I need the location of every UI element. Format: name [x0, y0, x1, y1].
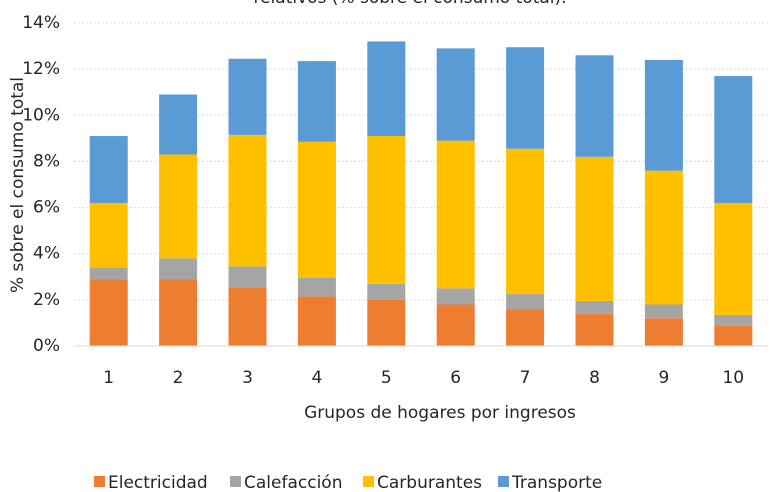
- y-axis-label: % sobre el consumo total: [8, 77, 28, 293]
- legend-label: Carburantes: [377, 473, 482, 492]
- x-tick-label: 8: [589, 368, 600, 388]
- bar-segment: [436, 48, 475, 141]
- y-tick-label: 0%: [33, 336, 60, 356]
- bar-segment: [714, 76, 753, 203]
- bar-segment: [297, 141, 336, 278]
- bar-segment: [228, 266, 267, 288]
- bar-segment: [89, 202, 128, 268]
- y-tick-label: 6%: [33, 198, 60, 218]
- x-tick-label: 5: [381, 368, 392, 388]
- bar-segment: [575, 55, 614, 157]
- bar-segment: [644, 304, 683, 319]
- bar-segment: [436, 140, 475, 289]
- bar-segment: [159, 279, 198, 346]
- bar-segment: [228, 58, 267, 135]
- bar-segment: [575, 301, 614, 314]
- bar-segment: [159, 154, 198, 259]
- bar-segment: [367, 299, 406, 346]
- y-tick-label: 10%: [22, 105, 60, 125]
- bar-segment: [297, 277, 336, 297]
- bar-segment: [575, 313, 614, 346]
- y-tick-label: 14%: [22, 13, 60, 33]
- x-tick-label: 2: [173, 368, 184, 388]
- legend-label: Electricidad: [108, 473, 208, 492]
- bar-segment: [436, 304, 475, 346]
- bar-segment: [297, 296, 336, 346]
- bar-segment: [89, 267, 128, 280]
- bar-segment: [506, 309, 545, 346]
- bar-segment: [644, 59, 683, 171]
- bar-segment: [714, 325, 753, 346]
- bar-segment: [367, 41, 406, 137]
- x-tick-label: 6: [450, 368, 461, 388]
- legend-swatch: [498, 476, 509, 487]
- bar-segment: [714, 202, 753, 315]
- x-tick-label: 3: [242, 368, 253, 388]
- legend-swatch: [230, 476, 241, 487]
- x-axis-label: Grupos de hogares por ingresos: [304, 403, 576, 423]
- x-tick-label: 1: [103, 368, 114, 388]
- bar-segment: [714, 314, 753, 326]
- legend-swatch: [363, 476, 374, 487]
- bar-segment: [159, 94, 198, 155]
- legend-label: Transporte: [511, 473, 602, 492]
- bar-segment: [644, 170, 683, 305]
- bar-segment: [297, 61, 336, 142]
- chart-title: relativos (% sobre el consumo total).: [253, 0, 566, 8]
- x-tick-label: 4: [311, 368, 322, 388]
- bar-segment: [436, 288, 475, 305]
- y-tick-label: 4%: [33, 244, 60, 264]
- bar-segment: [367, 283, 406, 300]
- legend-label: Calefacción: [244, 473, 342, 492]
- bar-segment: [644, 318, 683, 346]
- bar-segment: [159, 258, 198, 280]
- bar-segment: [228, 134, 267, 267]
- bar-segment: [228, 287, 267, 346]
- bar-segment: [575, 156, 614, 302]
- x-tick-label: 9: [658, 368, 669, 388]
- legend-swatch: [94, 476, 105, 487]
- bar-segment: [506, 294, 545, 310]
- bar-segment: [506, 148, 545, 295]
- bar-segment: [89, 136, 128, 203]
- y-tick-label: 2%: [33, 290, 60, 310]
- y-tick-label: 12%: [22, 59, 60, 79]
- x-tick-label: 10: [722, 368, 744, 388]
- y-tick-label: 8%: [33, 151, 60, 171]
- bar-segment: [89, 279, 128, 346]
- x-tick-label: 7: [520, 368, 531, 388]
- bar-segment: [506, 47, 545, 149]
- bar-segment: [367, 136, 406, 284]
